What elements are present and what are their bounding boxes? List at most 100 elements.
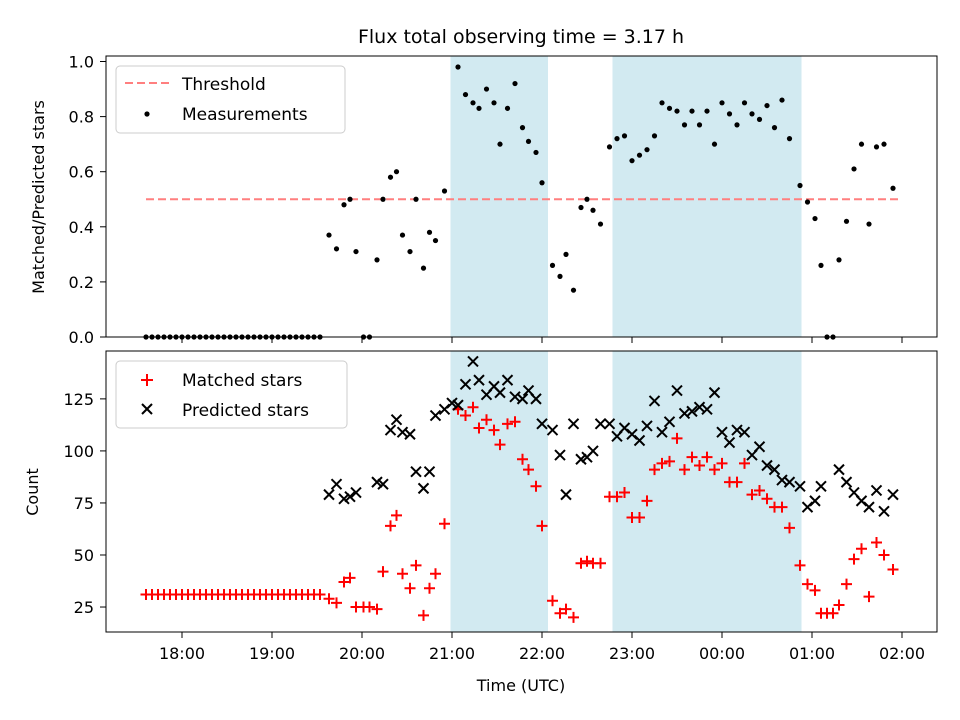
bottom-y-tick-label: 50: [74, 546, 94, 565]
measurement-point: [326, 232, 332, 238]
top-x-ticks: [181, 337, 903, 343]
matched-star-point: [671, 432, 683, 444]
bottom-y-tick-label: 75: [74, 494, 94, 513]
shaded-interval-2: [612, 56, 802, 337]
matched-star-point: [856, 543, 867, 555]
predicted-star-point: [575, 453, 587, 465]
predicted-star-point: [536, 418, 548, 430]
measurement-point: [797, 182, 803, 189]
predicted-star-point: [870, 484, 883, 497]
matched-star-point: [517, 453, 528, 465]
predicted-star-point: [344, 490, 356, 503]
matched-star-point: [331, 597, 342, 609]
bottom-y-axis: 25 50 75 100 125: [63, 390, 106, 617]
measurement-point: [614, 136, 620, 142]
measurement-point: [533, 149, 539, 156]
predicted-star-point: [546, 424, 559, 436]
measurements-legend-label: Measurements: [182, 105, 308, 125]
matched-star-point: [863, 591, 875, 603]
bottom-y-tick-label: 25: [74, 598, 94, 617]
top-y-axis-label: Matched/Predicted stars: [29, 100, 48, 294]
measurement-point: [590, 207, 596, 213]
predicted-star-point: [656, 426, 668, 438]
matched-star-point: [731, 476, 743, 488]
matched-star-point: [314, 589, 326, 601]
matched-star-point: [827, 607, 839, 619]
matched-star-point: [404, 582, 416, 594]
predicted-star-point: [530, 393, 542, 405]
matched-star-point: [410, 559, 422, 571]
measurement-point: [347, 196, 353, 202]
measurement-point: [539, 180, 545, 186]
matched-star-point: [634, 512, 645, 524]
matched-star-point: [523, 464, 534, 476]
matched-star-point: [418, 609, 429, 621]
shaded-interval-2: [612, 351, 802, 632]
measurement-point: [476, 105, 482, 111]
measurement-point: [681, 122, 688, 128]
predicted-star-point: [840, 476, 853, 488]
matched-legend-label: Matched stars: [182, 371, 302, 391]
measurement-point: [858, 141, 865, 147]
measurement-point: [719, 100, 725, 106]
measurement-point: [843, 218, 850, 224]
predicted-star-point: [594, 418, 607, 430]
x-tick-label: 23:00: [609, 644, 655, 663]
measurement-point: [512, 80, 518, 87]
matched-star-point: [460, 410, 471, 422]
predicted-star-point: [473, 374, 485, 386]
measurement-point: [380, 196, 386, 202]
x-axis-label: Time (UTC): [476, 676, 565, 695]
matched-star-point: [391, 509, 402, 521]
matched-star-point: [794, 559, 806, 571]
matched-star-point: [397, 568, 408, 580]
predicted-star-point: [587, 445, 599, 457]
top-y-tick-label: 0.8: [69, 108, 94, 127]
top-plot-frame: [105, 55, 938, 338]
measurement-point: [413, 196, 419, 202]
matched-star-point: [619, 487, 630, 499]
predicted-star-point: [338, 493, 350, 505]
bottom-x-axis: 18:00 19:00 20:00 21:00 22:00 23:00 00:00 01:00…: [159, 632, 925, 663]
predicted-star-point: [377, 478, 389, 490]
predicted-star-point: [738, 426, 751, 438]
predicted-star-point: [384, 424, 397, 436]
predicted-star-point: [641, 420, 653, 432]
matched-star-point: [686, 451, 698, 463]
measurement-point: [812, 215, 818, 222]
measurement-point: [455, 64, 461, 70]
measurement-point: [549, 262, 556, 268]
matched-star-point: [424, 582, 435, 594]
matched-star-point: [575, 557, 587, 569]
predicted-star-point: [887, 488, 899, 501]
predicted-legend-label: Predicted stars: [182, 401, 309, 421]
measurement-point: [420, 265, 427, 271]
top-y-tick-label: 1.0: [69, 53, 94, 72]
predicted-star-point: [833, 463, 845, 476]
measurement-point: [674, 108, 680, 114]
matched-star-point: [467, 401, 479, 413]
predicted-star-point: [330, 478, 343, 490]
bottom-y-tick-label: 100: [63, 442, 94, 461]
matched-star-point: [554, 607, 566, 619]
matched-star-point: [754, 484, 765, 496]
predicted-star-point: [423, 466, 436, 478]
bottom-panel: 25 50 75 100 125 18:00 19:00 20:00 21:00 22:00 23…: [23, 350, 938, 695]
measurement-point: [557, 273, 563, 279]
predicted-star-point: [371, 476, 383, 488]
matched-star-point: [568, 611, 579, 623]
matched-star-point: [323, 593, 335, 605]
measurement-point: [779, 97, 785, 103]
measurement-point: [851, 166, 857, 172]
measurement-point: [441, 188, 448, 194]
measurement-point: [749, 111, 755, 117]
measurement-point: [519, 125, 526, 131]
matched-star-point: [344, 572, 356, 584]
matched-star-point: [802, 578, 813, 590]
predicted-star-point: [554, 449, 566, 461]
predicted-star-point: [633, 434, 646, 447]
matched-star-point: [656, 457, 668, 469]
measurement-point: [570, 287, 577, 293]
x-tick-label: 19:00: [249, 644, 295, 663]
